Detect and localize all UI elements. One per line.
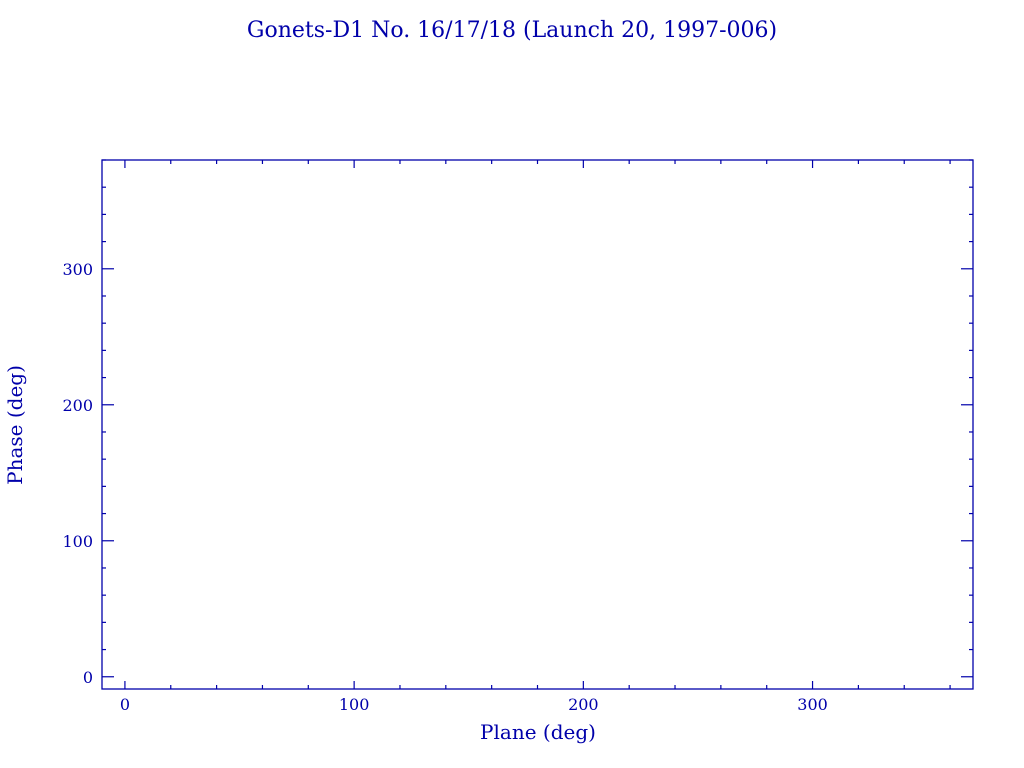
y-tick-label: 100 [62, 532, 93, 551]
chart-title: Gonets-D1 No. 16/17/18 (Launch 20, 1997-… [247, 18, 777, 43]
x-tick-label: 0 [120, 695, 130, 714]
y-tick-label: 300 [62, 260, 93, 279]
x-tick-label: 200 [568, 695, 599, 714]
tick-labels: 0 100 200 300 0 100 200 300 [62, 260, 827, 714]
axis-ticks [102, 159, 973, 689]
plot-frame [101, 159, 974, 690]
y-axis-label: Phase (deg) [3, 365, 27, 485]
x-tick-label: 100 [339, 695, 370, 714]
y-tick-label: 0 [83, 668, 93, 687]
x-axis-label: Plane (deg) [480, 720, 596, 744]
x-tick-label: 300 [797, 695, 828, 714]
y-tick-label: 200 [62, 396, 93, 415]
